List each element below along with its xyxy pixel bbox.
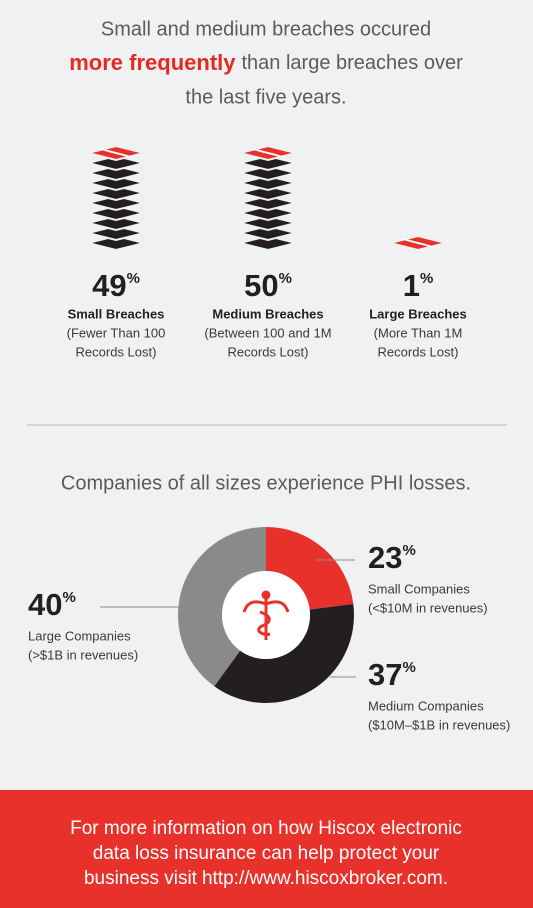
headline: more frequently than large breaches over	[69, 50, 463, 75]
breach-label: Small Breaches	[68, 306, 165, 321]
breach-stack	[87, 144, 145, 252]
stat-value: 40%	[28, 587, 76, 622]
legend-detail: (<$10M in revenues)	[368, 600, 488, 615]
stack-stripe	[259, 150, 285, 158]
footer-text: business visit	[84, 868, 198, 889]
breach-stack	[239, 144, 297, 252]
stat-number: 37	[368, 657, 402, 692]
stat-number: 40	[28, 587, 62, 622]
stat-number: 49	[92, 268, 126, 303]
stat-unit: %	[127, 270, 140, 287]
breach-detail: (Fewer Than 100	[67, 325, 166, 340]
breach-detail: (Between 100 and 1M	[204, 325, 331, 340]
donut-segment	[178, 527, 266, 687]
headline-emphasis: more frequently	[69, 50, 236, 75]
legend-label: Large Companies	[28, 628, 131, 643]
headline: the last five years.	[185, 86, 346, 108]
caduceus-icon	[242, 590, 290, 640]
headline-text: than large breaches over	[242, 52, 464, 74]
stat-number: 23	[368, 540, 402, 575]
breach-detail: (More Than 1M	[374, 325, 463, 340]
legend-detail: ($10M–$1B in revenues)	[368, 717, 510, 732]
legend-label: Medium Companies	[368, 698, 484, 713]
stat-value: 1%	[403, 268, 434, 303]
stat-unit: %	[279, 270, 292, 287]
footer-text: data loss insurance can help protect you…	[93, 843, 440, 864]
donut-segment	[214, 603, 354, 703]
stack-stripe	[107, 150, 133, 158]
stat-unit: %	[402, 542, 415, 559]
stat-value: 23%	[368, 540, 416, 575]
stat-value: 50%	[244, 268, 292, 303]
stat-unit: %	[402, 659, 415, 676]
stack-stripe	[409, 240, 435, 248]
chart-title: Companies of all sizes experience PHI lo…	[61, 472, 471, 494]
footer-link[interactable]: http://www.hiscoxbroker.com.	[202, 868, 448, 889]
stat-value: 37%	[368, 657, 416, 692]
donut	[178, 527, 354, 703]
stat-value: 49%	[92, 268, 140, 303]
headline: Small and medium breaches occured	[101, 18, 431, 40]
breach-detail: Records Lost)	[228, 344, 309, 359]
breach-detail: Records Lost)	[76, 344, 157, 359]
stat-unit: %	[420, 270, 433, 287]
breach-label: Large Breaches	[369, 306, 467, 321]
legend-detail: (>$1B in revenues)	[28, 647, 138, 662]
footer-band	[0, 790, 533, 908]
footer-text: For more information on how Hiscox elect…	[70, 818, 462, 839]
donut-segment	[266, 527, 354, 610]
stat-unit: %	[62, 589, 75, 606]
legend-label: Small Companies	[368, 581, 470, 596]
breach-label: Medium Breaches	[212, 306, 323, 321]
stat-number: 50	[244, 268, 278, 303]
footer-text: business visit http://www.hiscoxbroker.co…	[84, 868, 448, 889]
breach-detail: Records Lost)	[378, 344, 459, 359]
stat-number: 1	[403, 268, 420, 303]
breach-stack	[389, 234, 447, 252]
